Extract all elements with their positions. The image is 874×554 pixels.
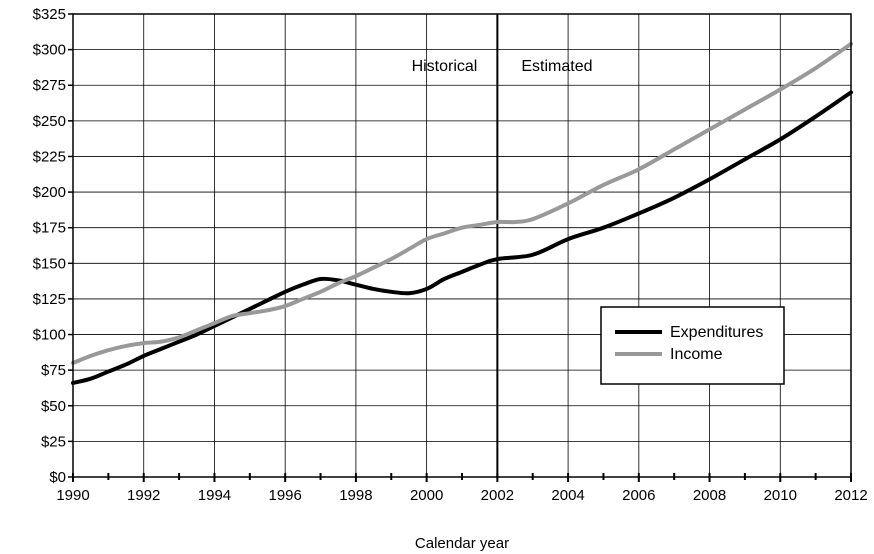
y-tick-label: $250 [33, 113, 66, 130]
x-tick-label: 1994 [198, 487, 231, 504]
series-line-income [71, 41, 853, 366]
historical-estimated-divider: Historical Estimated [412, 14, 593, 477]
y-tick-label: $300 [33, 42, 66, 59]
x-tick-label: 1990 [56, 487, 89, 504]
x-axis: 1990 1992 1994 1996 1998 2000 2002 2004 2006 2008… [56, 473, 868, 504]
y-tick-label: $100 [33, 327, 66, 344]
y-tick-label: $275 [33, 77, 66, 94]
plot-frame [72, 13, 852, 478]
x-tick-label: 2002 [481, 487, 514, 504]
y-tick-label: $200 [33, 184, 66, 201]
y-axis: $0 $25 $50 $75 $100 $125 $150 $175 $200 $225 $250 $… [33, 6, 73, 486]
x-tick-label: 1998 [339, 487, 372, 504]
legend-label-income: Income [670, 346, 723, 363]
y-tick-label: $25 [41, 433, 66, 450]
grid-lines [73, 14, 851, 477]
x-tick-label: 2000 [410, 487, 443, 504]
series-lines [71, 41, 853, 385]
y-tick-label: $125 [33, 291, 66, 308]
legend: Expenditures Income [600, 306, 785, 385]
x-tick-label: 1996 [268, 487, 301, 504]
y-tick-label: $175 [33, 220, 66, 237]
y-tick-label: $75 [41, 362, 66, 379]
x-tick-label: 1992 [127, 487, 160, 504]
y-tick-label: $325 [33, 6, 66, 23]
x-tick-label: 2006 [622, 487, 655, 504]
x-tick-label: 2010 [764, 487, 797, 504]
estimated-label: Estimated [521, 58, 592, 75]
y-tick-label: $0 [49, 469, 66, 486]
series-line-expenditures [71, 90, 853, 385]
legend-box [600, 306, 785, 385]
y-tick-label: $50 [41, 398, 66, 415]
y-tick-label: $150 [33, 255, 66, 272]
y-tick-label: $225 [33, 148, 66, 165]
historical-label: Historical [412, 58, 478, 75]
x-tick-label: 2008 [693, 487, 726, 504]
x-axis-title: Calendar year [415, 535, 509, 552]
legend-label-expenditures: Expenditures [670, 324, 763, 341]
x-tick-label: 2012 [834, 487, 867, 504]
x-tick-label: 2004 [551, 487, 584, 504]
